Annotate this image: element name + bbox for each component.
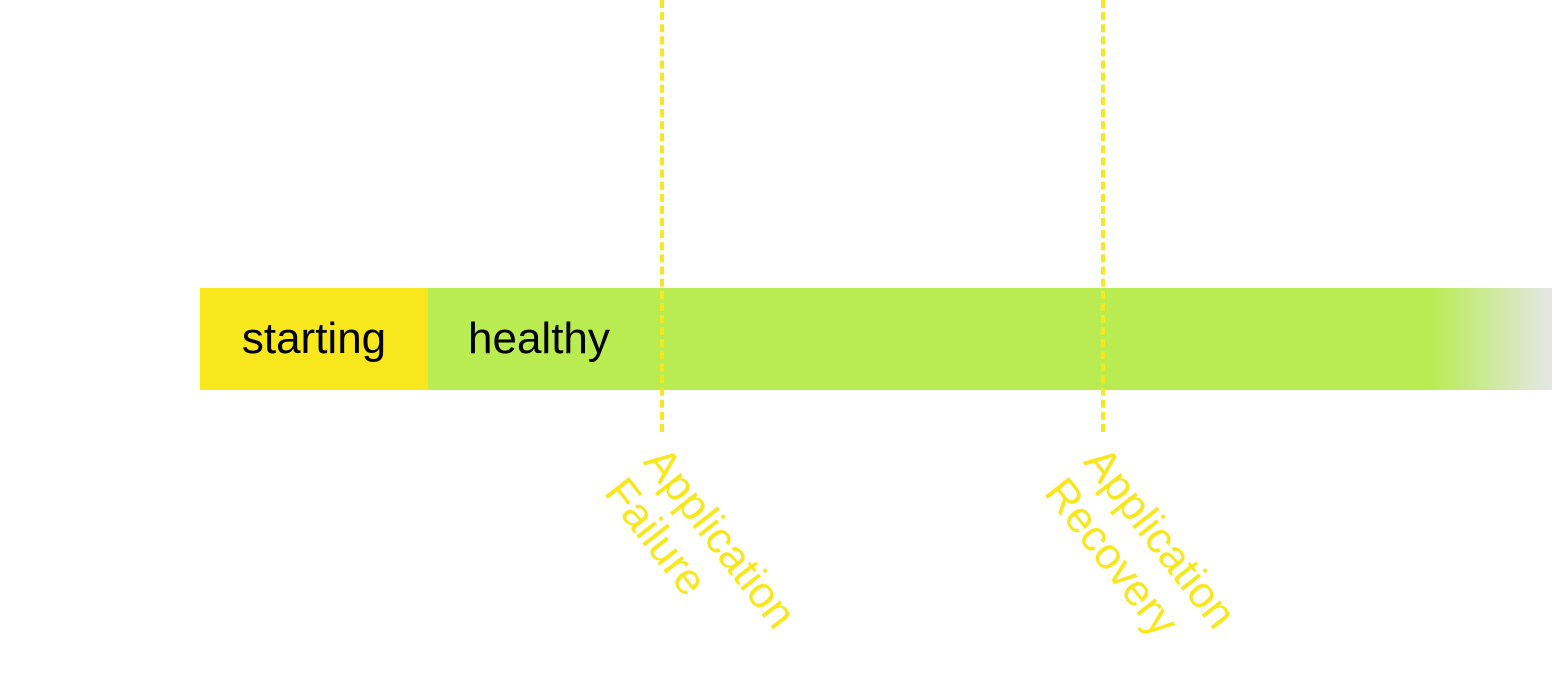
state-healthy-label: healthy [468,314,610,363]
state-healthy-segment: healthy [428,288,1552,390]
failure-marker-line [660,0,664,432]
state-starting-label: starting [241,314,387,363]
recovery-marker-line [1101,0,1105,432]
recovery-event-label: Application Recovery [1034,438,1246,669]
state-starting-segment: starting [200,288,428,390]
state-timeline: starting healthy [200,288,1552,390]
failure-event-label: Application Failure [594,438,806,669]
